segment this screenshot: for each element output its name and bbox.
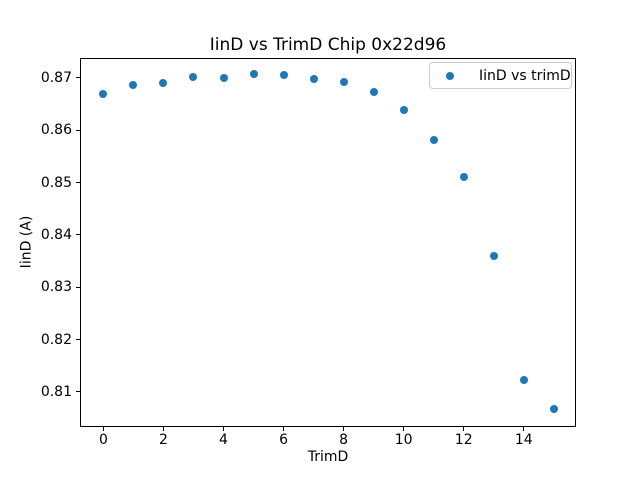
x-tick-mark bbox=[223, 427, 225, 431]
y-tick-label: 0.81 bbox=[40, 383, 72, 400]
x-tick-mark bbox=[403, 427, 405, 431]
x-tick-mark bbox=[463, 427, 465, 431]
chart-title: IinD vs TrimD Chip 0x22d96 bbox=[209, 35, 447, 55]
data-point bbox=[429, 135, 438, 144]
y-tick-mark bbox=[76, 77, 80, 79]
x-axis-label: TrimD bbox=[307, 449, 349, 465]
y-tick-label: 0.87 bbox=[40, 69, 72, 86]
y-tick-mark bbox=[76, 286, 80, 288]
y-tick-mark bbox=[76, 339, 80, 341]
x-tick-label: 12 bbox=[454, 432, 473, 448]
y-tick-mark bbox=[76, 234, 80, 236]
y-tick-label: 0.85 bbox=[40, 174, 72, 191]
x-tick-mark bbox=[523, 427, 525, 431]
data-point bbox=[369, 88, 378, 97]
data-point bbox=[279, 71, 288, 80]
legend-marker-icon bbox=[446, 71, 454, 80]
x-tick-label: 0 bbox=[98, 432, 108, 448]
data-point bbox=[549, 405, 558, 414]
data-point bbox=[159, 79, 168, 88]
data-point bbox=[459, 172, 468, 181]
x-tick-label: 2 bbox=[158, 432, 168, 448]
y-tick-label: 0.82 bbox=[40, 331, 72, 348]
x-tick-label: 14 bbox=[514, 432, 533, 448]
x-tick-label: 10 bbox=[394, 432, 413, 448]
x-tick-mark bbox=[102, 427, 104, 431]
x-tick-mark bbox=[162, 427, 164, 431]
data-point bbox=[99, 90, 108, 99]
y-tick-label: 0.84 bbox=[40, 226, 72, 243]
data-point bbox=[309, 74, 318, 83]
data-point bbox=[339, 77, 348, 86]
plot-area bbox=[80, 58, 576, 427]
x-tick-mark bbox=[343, 427, 345, 431]
y-tick-mark bbox=[76, 391, 80, 393]
y-tick-mark bbox=[76, 182, 80, 184]
x-tick-label: 4 bbox=[219, 432, 228, 448]
data-point bbox=[219, 73, 228, 82]
x-tick-mark bbox=[283, 427, 285, 431]
y-tick-label: 0.86 bbox=[40, 122, 72, 139]
x-tick-label: 8 bbox=[339, 432, 349, 448]
y-tick-label: 0.83 bbox=[40, 279, 72, 296]
x-tick-label: 6 bbox=[279, 432, 289, 448]
data-point bbox=[129, 81, 138, 90]
legend-label: IinD vs trimD bbox=[479, 67, 571, 84]
data-point bbox=[189, 73, 198, 82]
data-point bbox=[399, 106, 408, 115]
y-tick-mark bbox=[76, 129, 80, 131]
data-point bbox=[249, 70, 258, 79]
data-point bbox=[519, 375, 528, 384]
data-point bbox=[489, 251, 498, 260]
legend: IinD vs trimD bbox=[429, 62, 572, 89]
